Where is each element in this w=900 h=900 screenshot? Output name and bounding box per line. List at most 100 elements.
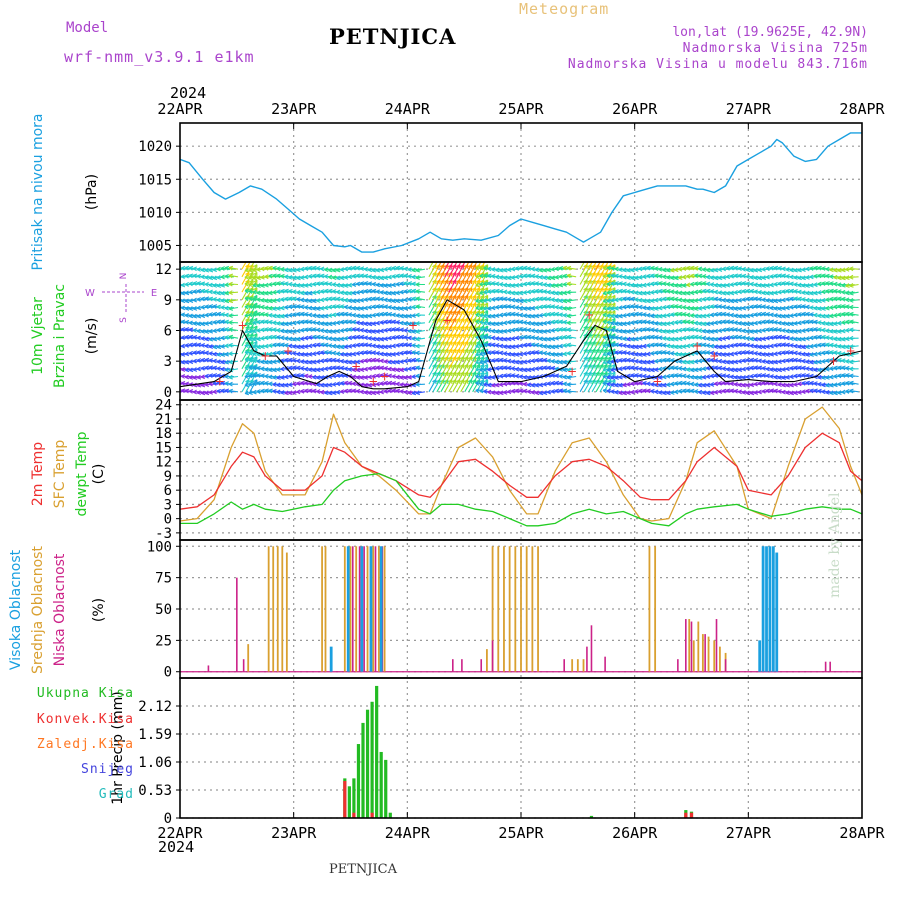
wind-arrowhead: [216, 373, 222, 378]
wind-arrowhead: [284, 374, 289, 380]
wind-arrowhead: [638, 388, 643, 394]
wind-arrowhead: [411, 390, 417, 396]
wind-arrowhead: [196, 390, 202, 395]
wind-arrowhead: [829, 390, 834, 396]
wind-arrowhead: [674, 381, 679, 386]
wind-arrowhead: [797, 389, 802, 395]
wind-arrowhead: [622, 382, 627, 388]
wind-arrowhead: [483, 363, 489, 369]
wind-arrowhead: [352, 388, 357, 394]
wind-arrowhead: [173, 284, 177, 288]
wind-arrowhead: [718, 380, 723, 386]
wind-arrowhead: [280, 382, 285, 388]
wind-arrow: [567, 375, 577, 379]
wind-arrowhead: [173, 305, 177, 309]
wind-arrow: [777, 383, 788, 386]
wind-arrowhead: [523, 374, 528, 380]
wind-arrowhead: [749, 382, 755, 388]
wind-arrowhead: [670, 390, 675, 395]
wind-arrowhead: [678, 380, 683, 386]
wind-arrowhead: [658, 382, 663, 388]
wind-arrowhead: [272, 382, 277, 387]
wind-arrowhead: [813, 388, 818, 394]
wind-arrowhead: [542, 381, 548, 387]
wind-arrowhead: [260, 388, 265, 394]
wind-arrowhead: [749, 390, 755, 396]
wind-arrowhead: [654, 382, 659, 388]
wind-arrowhead: [204, 390, 210, 396]
wind-arrowhead: [188, 375, 194, 380]
wind-arrowhead: [622, 390, 627, 396]
wind-arrow: [825, 391, 835, 394]
wind-arrowhead: [415, 382, 420, 387]
wind-arrowhead: [837, 390, 842, 395]
wind-arrowhead: [284, 382, 289, 388]
wind-arrowhead: [757, 381, 763, 386]
wind-arrowhead: [785, 382, 791, 388]
wind-arrow: [185, 375, 195, 378]
wind-arrowhead: [371, 373, 377, 379]
wind-arrow: [630, 382, 640, 385]
wind-arrowhead: [602, 381, 607, 386]
wind-arrow: [551, 390, 561, 393]
wind-arrowhead: [769, 388, 775, 394]
wind-arrow: [400, 383, 410, 386]
wind-arrowhead: [614, 382, 619, 388]
wind-arrowhead: [566, 388, 572, 394]
wind-arrowhead: [256, 380, 261, 386]
wind-arrowhead: [173, 291, 177, 295]
wind-arrowhead: [706, 390, 711, 396]
wind-arrowhead: [395, 388, 401, 394]
wind-arrowhead: [849, 388, 854, 394]
grid-lines: [180, 123, 862, 819]
wind-arrowhead: [558, 388, 564, 394]
wind-arrowhead: [789, 382, 794, 388]
wind-arrowhead: [550, 380, 556, 386]
wind-arrowhead: [184, 388, 190, 394]
wind-arrowhead: [618, 390, 623, 396]
wind-arrowhead: [356, 388, 361, 394]
wind-arrow: [841, 382, 851, 385]
wind-arrowhead: [726, 388, 731, 394]
wind-arrowhead: [757, 389, 762, 395]
wind-arrowhead: [483, 389, 488, 394]
wind-arrowhead: [216, 380, 222, 386]
wind-arrowhead: [825, 382, 830, 388]
wind-arrowhead: [192, 389, 197, 395]
wind-arrow: [205, 375, 215, 378]
wind-arrow: [527, 383, 537, 386]
wind-arrowhead: [611, 371, 616, 377]
wind-arrowhead: [674, 389, 679, 395]
wind-arrowhead: [260, 373, 265, 379]
wind-arrowhead: [745, 390, 751, 396]
wind-arrowhead: [367, 374, 373, 380]
wind-arrowhead: [491, 390, 496, 395]
wind-arrow: [694, 383, 704, 386]
wind-arrowhead: [248, 390, 253, 396]
wind-arrowhead: [280, 390, 285, 395]
wind-arrowhead: [407, 374, 412, 380]
wind-arrowhead: [710, 382, 715, 387]
wind-arrow: [674, 382, 684, 385]
wind-arrowhead: [200, 390, 206, 396]
wind-arrowhead: [364, 382, 369, 388]
wind-arrowhead: [264, 388, 269, 394]
wind-arrowhead: [702, 382, 707, 388]
wind-arrow: [714, 383, 724, 385]
wind-arrow: [332, 375, 342, 378]
wind-arrowhead: [797, 381, 802, 387]
wind-arrowhead: [336, 389, 341, 395]
wind-arrowhead: [180, 380, 186, 386]
wind-arrowhead: [196, 374, 202, 380]
wind-arrowhead: [292, 381, 297, 387]
wind-arrowhead: [244, 382, 249, 388]
wind-arrowhead: [260, 380, 265, 386]
wind-arrowhead: [650, 381, 655, 387]
wind-arrowhead: [670, 381, 675, 387]
wind-arrowhead: [359, 389, 365, 395]
wind-arrowhead: [765, 388, 771, 394]
wind-arrowhead: [364, 374, 369, 380]
wind-arrow: [499, 375, 509, 378]
wind-arrow: [563, 375, 573, 378]
wind-arrowhead: [606, 381, 611, 387]
